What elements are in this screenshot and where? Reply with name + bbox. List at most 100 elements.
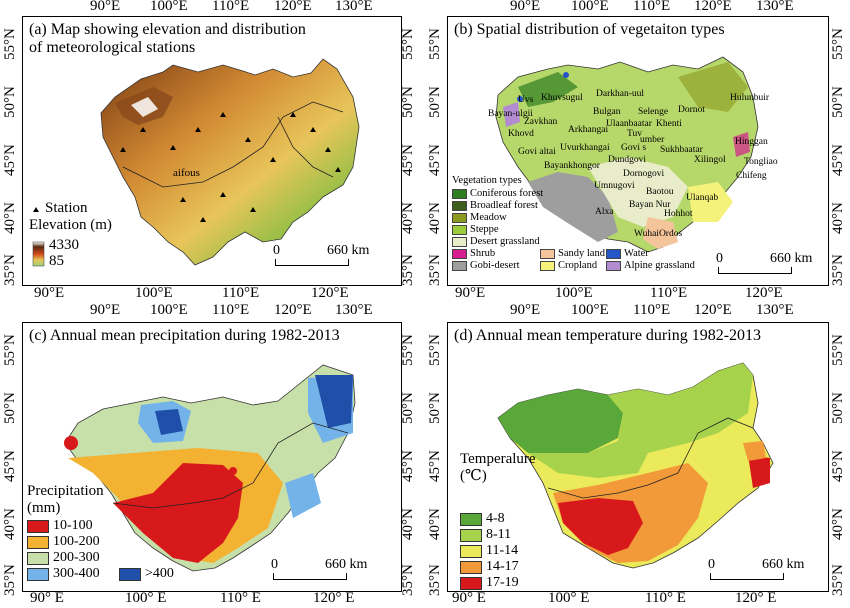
lon-label: 130°E [756, 302, 794, 318]
legend-label: Shrub [470, 248, 496, 259]
place-label: Khuvsugul [541, 93, 583, 103]
lat-label: 35°N [2, 564, 18, 596]
station-marker [325, 147, 331, 152]
legend-item-200-300: 200-300 [27, 550, 100, 566]
lat-label: 35°N [830, 254, 846, 286]
legend-label: 8-11 [486, 527, 512, 542]
border-line [112, 422, 349, 509]
legend-label: 17-19 [486, 575, 519, 590]
precip-over-400-area [315, 375, 353, 428]
station-marker [245, 137, 251, 142]
station-markers [120, 112, 341, 222]
station-marker [335, 167, 341, 172]
place-label: Uvs [518, 95, 534, 105]
lon-label: 100°E [150, 0, 188, 14]
legend-item-cropland: Cropland [540, 260, 597, 271]
panel-a-title: (a) Map showing elevation and distributi… [29, 21, 306, 56]
panel-a-elevation-map: (a) Map showing elevation and distributi… [22, 16, 402, 286]
lon-label: 120°E [694, 0, 732, 14]
station-marker [290, 112, 296, 117]
legend-label: 14-17 [486, 559, 519, 574]
panel-c-title: (c) Annual mean precipitation during 198… [29, 327, 340, 344]
legend-label: Alpine grassland [624, 260, 695, 271]
lat-label: 35°N [830, 564, 846, 596]
scale-zero-label: 0 [716, 251, 723, 266]
coniferous-forest-area [518, 72, 578, 107]
lon-label: 120° E [313, 590, 355, 606]
lat-label: 55°N [2, 28, 18, 60]
lon-label: 110°E [650, 285, 688, 301]
lat-label: 35°N [427, 564, 443, 596]
station-marker [195, 127, 201, 132]
legend-item-100-200: 100-200 [27, 534, 100, 550]
lon-label: 120° E [735, 590, 777, 606]
lon-label: 90°E [510, 302, 541, 318]
place-label: Zavkhan [524, 117, 558, 127]
lat-label: 45°N [427, 144, 443, 176]
lat-label: 35°N [2, 254, 18, 286]
lon-label: 130°E [335, 302, 373, 318]
station-marker [180, 197, 186, 202]
legend-swatch [540, 248, 555, 259]
vegetation-legend-title: Vegetation types [452, 175, 522, 186]
legend-label: Steppe [470, 224, 499, 235]
legend-item-broadleaf-forest: Broadleaf forest [452, 200, 538, 211]
place-label: Chifeng [736, 171, 767, 181]
station-marker [140, 127, 146, 132]
lon-label: 110°E [633, 302, 671, 318]
place-label: Bayan-ulgii [488, 109, 533, 119]
legend-item-desert-grassland: Desert grassland [452, 236, 540, 247]
lon-label: 90° E [452, 590, 486, 606]
lat-label: 40°N [427, 202, 443, 234]
legend-swatch [27, 519, 49, 533]
lon-label: 120°E [745, 285, 783, 301]
place-label: WuhaiOrdos [634, 229, 683, 239]
gobi-desert-area [528, 172, 618, 242]
desert-grassland-area [588, 157, 688, 227]
lat-label: 45°N [830, 450, 846, 482]
scale-bar [273, 573, 347, 580]
lat-label: 50°N [2, 86, 18, 118]
station-legend-label: Station [45, 200, 88, 216]
scale-distance-label: 660 km [762, 557, 805, 572]
legend-label: Desert grassland [470, 236, 540, 247]
lat-label: 35°N [427, 254, 443, 286]
scale-zero-label: 0 [271, 557, 278, 572]
legend-swatch [460, 560, 482, 574]
temp-14-17-area [743, 441, 766, 461]
place-label: Umnugovi [594, 181, 635, 191]
lat-label: 50°N [427, 392, 443, 424]
place-label: Hulunbuir [730, 93, 770, 103]
legend-swatch [452, 212, 467, 223]
legend-swatch [460, 576, 482, 590]
lat-label: 45°N [2, 144, 18, 176]
legend-swatch [606, 248, 621, 259]
lat-label: 35°N [400, 254, 416, 286]
legend-item-alpine-grassland: Alpine grassland [606, 260, 695, 271]
legend-label: Meadow [470, 212, 507, 223]
lon-label: 90° E [30, 590, 64, 606]
station-marker [310, 127, 316, 132]
legend-swatch [606, 260, 621, 271]
place-label: Uvurkhangai [560, 143, 610, 153]
border-line [547, 417, 754, 499]
place-label: Dornot [678, 105, 705, 115]
lat-label: 55°N [2, 334, 18, 366]
legend-label: 11-14 [486, 543, 519, 558]
legend-item-coniferous-forest: Coniferous forest [452, 188, 543, 199]
lat-label: 40°N [2, 508, 18, 540]
station-marker [250, 207, 256, 212]
lon-label: 90°E [90, 0, 121, 14]
scale-distance-label: 660 km [325, 557, 368, 572]
scale-bar [710, 573, 784, 580]
legend-swatch [119, 567, 141, 581]
elevation-max-label: 4330 [49, 237, 79, 253]
lat-label: 50°N [400, 392, 416, 424]
place-label: Bayan Nur [629, 200, 671, 210]
legend-item-over-400: >400 [119, 566, 174, 582]
meadow-area [678, 62, 748, 112]
station-marker [120, 147, 126, 152]
legend-label: 100-200 [53, 534, 100, 549]
place-label: Hohhot [664, 209, 693, 219]
scale-zero-label: 0 [273, 243, 280, 258]
